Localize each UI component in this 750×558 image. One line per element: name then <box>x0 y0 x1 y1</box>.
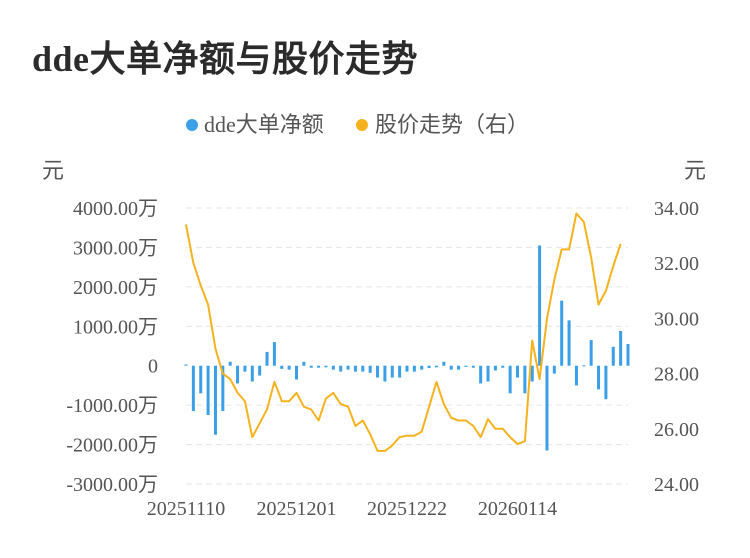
dde-bar <box>471 365 475 368</box>
dde-bar <box>405 365 409 372</box>
dde-bar <box>331 365 335 370</box>
right-axis-unit: 元 <box>684 158 706 183</box>
x-tick-label: 20251110 <box>147 498 226 520</box>
dde-bar <box>309 365 313 368</box>
legend[interactable]: dde大单净额 股价走势（右） <box>186 112 529 137</box>
dde-bar <box>287 365 291 370</box>
right-tick-label: 24.00 <box>654 474 699 496</box>
dde-bar <box>361 365 365 372</box>
left-tick-label: -3000.00万 <box>66 474 158 496</box>
left-tick-label: -2000.00万 <box>66 435 158 457</box>
dde-bar <box>258 365 262 376</box>
left-axis-ticks: 4000.00万 3000.00万 2000.00万 1000.00万 0 -1000.0… <box>66 198 158 496</box>
dde-bar <box>390 365 394 378</box>
dde-bar <box>619 331 623 366</box>
dde-bar <box>213 365 217 435</box>
dde-bar <box>552 365 556 374</box>
dde-bar <box>420 365 424 370</box>
dde-bar <box>479 365 483 384</box>
dde-bar <box>412 365 416 372</box>
left-tick-label: 3000.00万 <box>73 237 158 259</box>
dde-bar <box>199 365 203 394</box>
dde-bar <box>228 361 232 366</box>
dde-bar <box>243 365 247 372</box>
price-line-layer <box>185 212 622 452</box>
dde-bar <box>597 365 601 390</box>
dde-bar <box>626 344 630 366</box>
dde-bar <box>272 342 276 366</box>
dde-bar <box>317 365 321 368</box>
dde-bar <box>530 365 534 382</box>
dde-bar <box>508 365 512 394</box>
dde-bar <box>383 365 387 382</box>
right-tick-label: 30.00 <box>654 308 699 330</box>
legend-line-marker-icon <box>356 119 368 131</box>
right-tick-label: 34.00 <box>654 198 699 220</box>
price-line <box>185 212 622 452</box>
dde-bar <box>280 365 284 369</box>
dde-bars <box>184 245 630 451</box>
dde-bar <box>339 365 343 372</box>
dde-bar <box>501 365 505 368</box>
dde-bar <box>302 361 306 366</box>
dde-bar <box>493 365 497 371</box>
left-tick-label: 1000.00万 <box>73 316 158 338</box>
dde-bar <box>353 365 357 372</box>
dde-bar <box>574 365 578 386</box>
dde-bar <box>516 365 519 378</box>
dde-bar <box>611 346 615 366</box>
dde-bar <box>427 365 431 369</box>
left-tick-label: 4000.00万 <box>73 198 158 220</box>
grid-lines <box>186 207 628 485</box>
dde-bar <box>434 365 438 368</box>
dde-bar <box>567 320 571 366</box>
x-tick-label: 20260114 <box>478 498 557 520</box>
dde-bar <box>538 245 542 366</box>
dde-bar <box>368 365 372 373</box>
dde-bar <box>191 365 195 412</box>
left-tick-label: 2000.00万 <box>73 277 158 299</box>
right-tick-label: 28.00 <box>654 364 699 386</box>
right-tick-label: 32.00 <box>654 253 699 275</box>
dde-bar <box>457 365 461 370</box>
dde-bar <box>464 365 468 367</box>
dde-bar <box>604 365 608 400</box>
left-tick-label: -1000.00万 <box>66 395 158 417</box>
dde-bar <box>265 351 269 366</box>
right-axis-ticks: 34.00 32.00 30.00 28.00 26.00 24.00 <box>654 198 699 496</box>
dde-bar <box>449 365 453 370</box>
x-tick-label: 20251222 <box>367 498 447 520</box>
right-tick-label: 26.00 <box>654 419 699 441</box>
dde-bar <box>206 365 210 415</box>
dde-bar <box>295 365 298 380</box>
dde-bar <box>250 365 254 382</box>
dde-bar <box>582 365 586 367</box>
legend-bar-marker-icon <box>186 119 198 131</box>
legend-label-dde: dde大单净额 <box>204 112 324 137</box>
dde-bar <box>398 365 402 378</box>
x-axis-ticks: 20251110 20251201 20251222 20260114 <box>147 498 557 520</box>
x-tick-label: 20251201 <box>257 498 337 520</box>
legend-label-price: 股价走势（右） <box>375 112 529 137</box>
dde-bar <box>523 365 527 394</box>
dde-bar <box>589 340 593 366</box>
dde-bar <box>221 365 225 412</box>
dde-bar <box>184 364 188 366</box>
dde-bar <box>545 365 549 451</box>
chart-title: dde大单净额与股价走势 <box>32 39 419 79</box>
dde-bar <box>486 365 490 382</box>
dde-bar <box>442 361 446 366</box>
dde-bar <box>376 365 380 378</box>
left-axis-unit: 元 <box>42 158 64 183</box>
left-tick-label: 0 <box>148 356 158 378</box>
dde-bar <box>346 365 350 370</box>
dde-bar <box>236 365 240 384</box>
dde-bar <box>560 300 564 366</box>
dde-bar <box>324 365 328 368</box>
